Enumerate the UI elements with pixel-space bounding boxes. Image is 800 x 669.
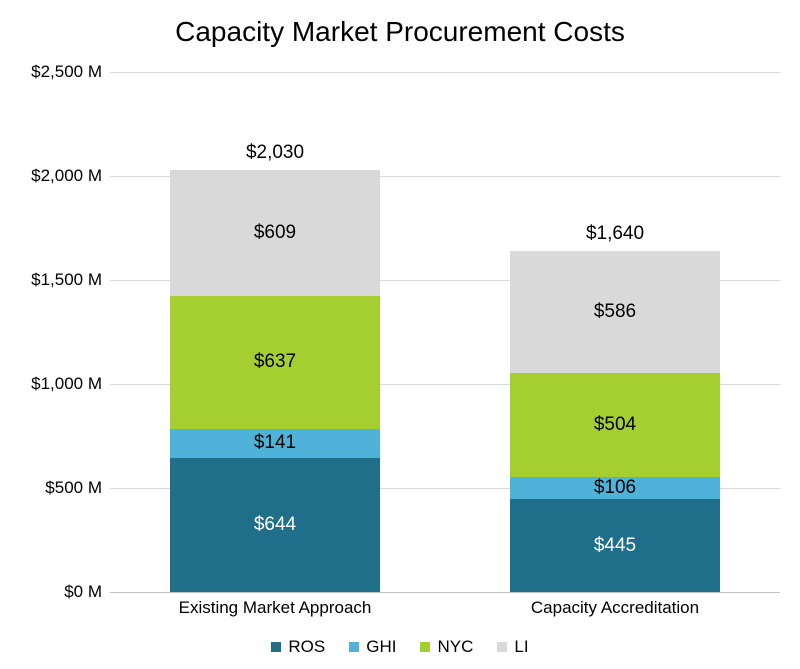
legend-item-nyc: NYC xyxy=(420,637,473,657)
legend-label: NYC xyxy=(437,637,473,657)
y-axis-tick-label: $2,000 M xyxy=(10,166,102,186)
y-axis-tick-label: $1,000 M xyxy=(10,374,102,394)
y-axis-tick-label: $500 M xyxy=(10,478,102,498)
y-axis-tick-label: $1,500 M xyxy=(10,270,102,290)
category-label: Existing Market Approach xyxy=(170,598,380,618)
legend-label: LI xyxy=(514,637,528,657)
bar-segment-li: $586 xyxy=(510,251,720,373)
legend-swatch xyxy=(497,642,507,652)
bar-segment-ros: $445 xyxy=(510,499,720,592)
bar-segment-label: $609 xyxy=(170,222,380,244)
y-axis-tick-label: $2,500 M xyxy=(10,62,102,82)
legend-item-ghi: GHI xyxy=(349,637,396,657)
category-label: Capacity Accreditation xyxy=(510,598,720,618)
legend-item-ros: ROS xyxy=(271,637,325,657)
legend-item-li: LI xyxy=(497,637,528,657)
legend-label: ROS xyxy=(288,637,325,657)
bar-segment-label: $586 xyxy=(510,301,720,323)
bar-segment-label: $445 xyxy=(510,535,720,557)
bar-total-label: $2,030 xyxy=(170,142,380,164)
bar-segment-label: $504 xyxy=(510,414,720,436)
plot-area: $0 M$500 M$1,000 M$1,500 M$2,000 M$2,500… xyxy=(110,72,780,592)
bar-segment-label: $106 xyxy=(510,477,720,499)
bar-segment-li: $609 xyxy=(170,170,380,297)
legend-swatch xyxy=(271,642,281,652)
legend-swatch xyxy=(420,642,430,652)
bar-segment-nyc: $504 xyxy=(510,373,720,478)
chart-container: Capacity Market Procurement Costs $0 M$5… xyxy=(0,0,800,669)
chart-title: Capacity Market Procurement Costs xyxy=(0,16,800,48)
legend: ROS GHI NYC LI xyxy=(0,637,800,657)
gridline xyxy=(110,72,780,73)
legend-label: GHI xyxy=(366,637,396,657)
bar-segment-ros: $644 xyxy=(170,458,380,592)
bar-total-label: $1,640 xyxy=(510,223,720,245)
bar-segment-ghi: $141 xyxy=(170,429,380,458)
bar-segment-label: $644 xyxy=(170,514,380,536)
bar-segment-label: $637 xyxy=(170,351,380,373)
y-axis-tick-label: $0 M xyxy=(10,582,102,602)
bar-segment-ghi: $106 xyxy=(510,477,720,499)
gridline xyxy=(110,592,780,593)
bar-segment-label: $141 xyxy=(170,432,380,454)
legend-swatch xyxy=(349,642,359,652)
bar-segment-nyc: $637 xyxy=(170,296,380,428)
